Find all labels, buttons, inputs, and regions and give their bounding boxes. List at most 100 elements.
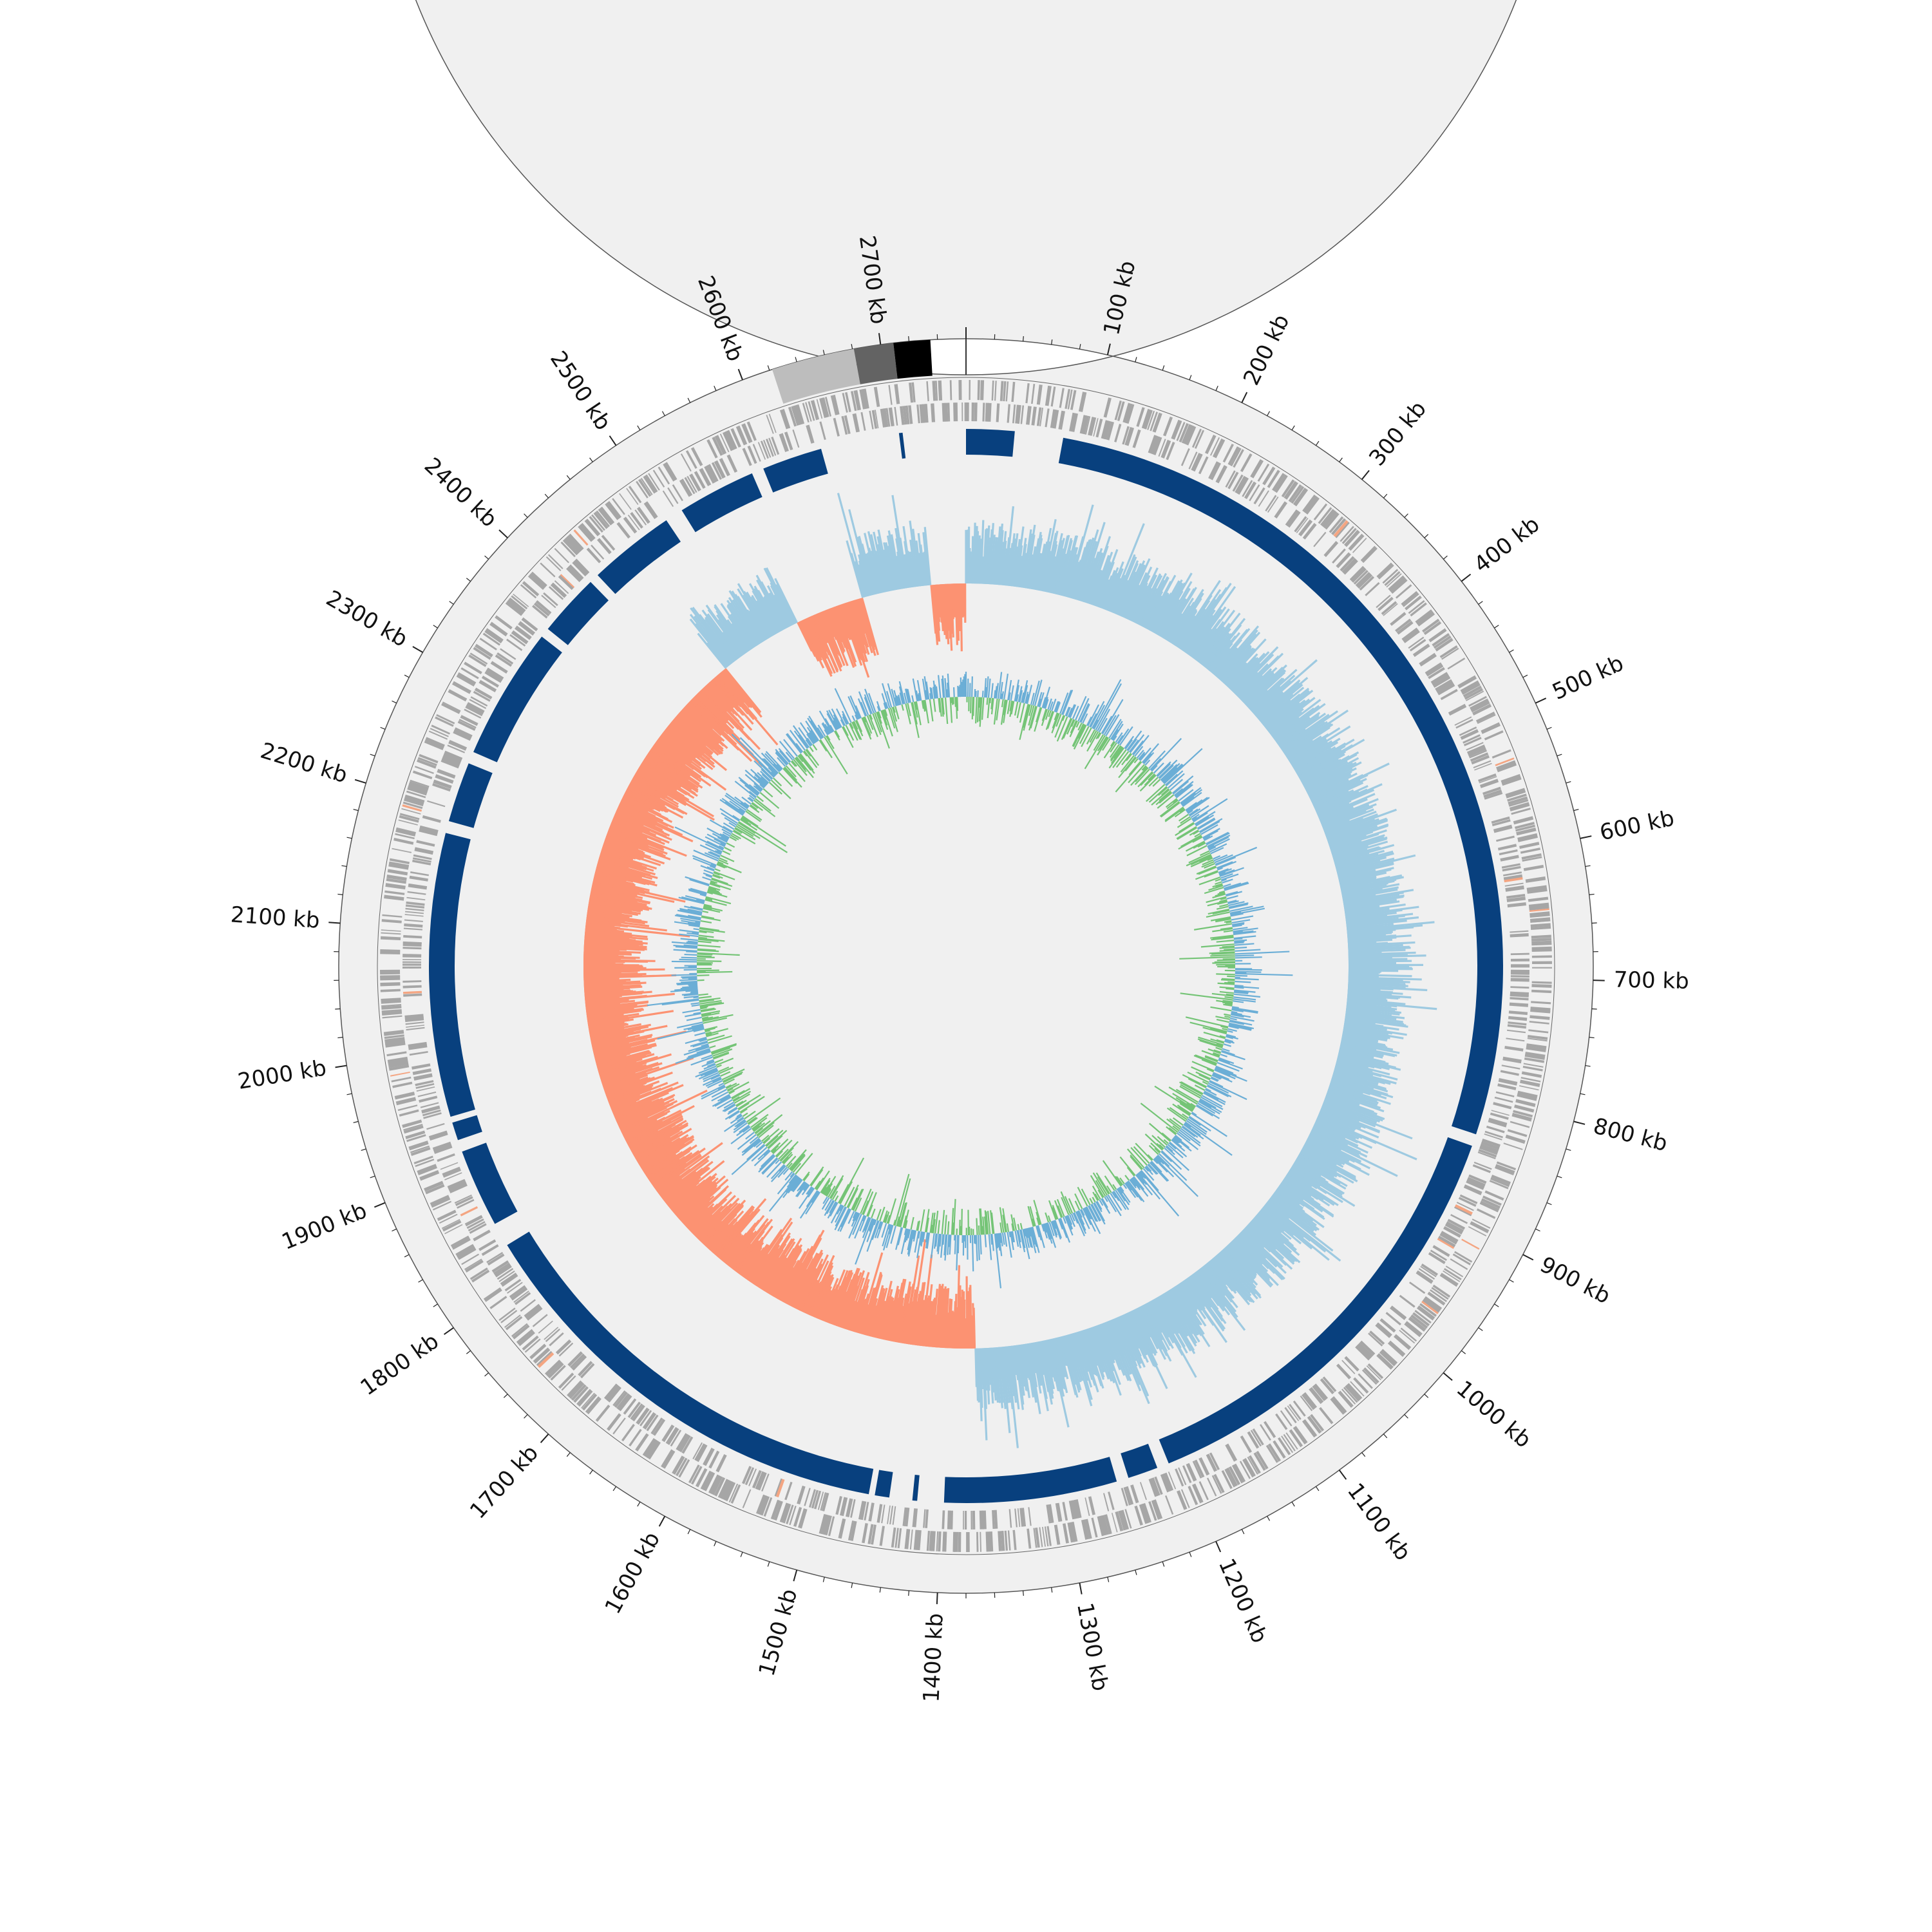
gene-feature xyxy=(744,1467,755,1486)
gc-content-bar xyxy=(1092,1197,1096,1203)
gene-feature xyxy=(757,1472,767,1491)
gene-feature xyxy=(405,1130,426,1139)
gc-content-bar xyxy=(1155,1155,1164,1165)
gene-feature xyxy=(489,1296,507,1309)
gc-content-bar xyxy=(1126,1181,1139,1198)
gc-content-bar xyxy=(1168,1086,1198,1105)
gene-feature xyxy=(905,405,910,424)
gene-feature xyxy=(987,402,992,422)
gc-content-bar xyxy=(1041,1224,1045,1232)
gc-content-bar xyxy=(1125,1182,1132,1191)
gene-feature xyxy=(1500,1070,1519,1076)
gene-feature xyxy=(706,439,718,459)
gene-feature xyxy=(1470,698,1490,711)
gene-feature xyxy=(1510,994,1529,998)
gene-feature xyxy=(392,848,412,853)
gc-content-bar xyxy=(1019,690,1023,703)
gene-feature xyxy=(1009,1509,1012,1528)
gene-feature xyxy=(402,985,422,989)
gene-feature xyxy=(1523,864,1544,871)
gene-feature xyxy=(1492,749,1511,759)
gene-feature xyxy=(1320,1378,1335,1395)
gc-content-bar xyxy=(936,1233,940,1252)
gc-content-bar xyxy=(1086,1206,1101,1235)
gene-feature xyxy=(1198,456,1209,475)
gene-feature xyxy=(755,1494,764,1514)
gc-content-bar xyxy=(1110,1193,1122,1211)
gc-content-bar xyxy=(1067,1215,1073,1226)
gene-feature xyxy=(538,1320,553,1334)
gene-feature xyxy=(524,1338,541,1353)
gene-feature xyxy=(1348,533,1365,551)
gc-content-bar xyxy=(1210,954,1235,957)
gc-content-bar xyxy=(907,1229,914,1255)
gene-feature xyxy=(457,1246,477,1260)
gene-feature xyxy=(1508,796,1528,805)
gene-feature xyxy=(1390,612,1406,626)
gene-feature xyxy=(468,1221,486,1232)
gene-feature xyxy=(1333,520,1350,538)
gc-content-bar xyxy=(1191,1112,1227,1137)
gene-feature xyxy=(402,963,422,966)
gene-feature xyxy=(1239,1461,1251,1479)
gene-feature xyxy=(687,475,697,493)
gene-feature xyxy=(779,1502,789,1523)
gene-feature xyxy=(797,1485,806,1505)
gene-feature xyxy=(419,1095,438,1103)
gene-feature xyxy=(666,1427,679,1445)
gc-content-bar xyxy=(1130,1155,1142,1171)
gc-content-bar xyxy=(1217,867,1223,871)
gene-feature xyxy=(489,621,508,637)
gc-content-bar xyxy=(1052,1204,1059,1220)
gc-content-bar xyxy=(1222,1001,1233,1005)
gene-feature xyxy=(1432,674,1450,687)
gene-feature xyxy=(421,1105,440,1114)
gc-content-bar xyxy=(1006,1223,1010,1232)
gene-feature xyxy=(1341,1388,1356,1405)
gc-content-bar xyxy=(1164,807,1185,822)
gene-feature xyxy=(384,1039,405,1045)
gc-content-bar xyxy=(1112,1184,1117,1190)
gene-feature xyxy=(473,1229,491,1242)
gc-content-bar xyxy=(1015,685,1020,702)
gc-content-bar xyxy=(1081,1188,1091,1206)
gc-content-bar xyxy=(1215,1016,1230,1020)
gc-content-bar xyxy=(1021,692,1025,703)
gene-feature xyxy=(392,1081,413,1088)
gc-content-bar xyxy=(1068,1214,1075,1227)
gc-content-bar xyxy=(1036,1226,1040,1238)
synteny-block-9 xyxy=(452,1115,482,1141)
gene-feature xyxy=(904,1529,911,1549)
gc-content-bar xyxy=(1218,1059,1243,1070)
gc-content-bar xyxy=(1102,738,1111,751)
gc-content-bar xyxy=(1026,1227,1032,1247)
gc-content-bar xyxy=(904,1228,909,1243)
gene-feature xyxy=(413,854,432,860)
gc-content-bar xyxy=(944,1234,948,1261)
gene-feature xyxy=(409,875,428,882)
gene-feature xyxy=(1235,475,1247,494)
gc-content-bar xyxy=(1211,1074,1221,1080)
gene-feature xyxy=(548,586,564,600)
gc-content-bar xyxy=(999,1222,1003,1233)
gc-content-bar xyxy=(1218,868,1232,875)
gene-feature xyxy=(1122,402,1132,423)
gene-feature xyxy=(484,629,503,644)
synteny-block-10 xyxy=(429,833,475,1117)
gc-content-bar xyxy=(990,683,994,698)
gene-feature xyxy=(996,403,1000,422)
gene-feature xyxy=(1410,1314,1428,1329)
gene-feature xyxy=(730,428,741,448)
gene-feature xyxy=(1227,471,1239,489)
gene-feature xyxy=(1152,412,1162,433)
gene-feature xyxy=(495,654,513,667)
gc-content-bar xyxy=(1118,1187,1123,1194)
gene-feature xyxy=(381,1003,402,1007)
gc-content-bar xyxy=(1219,904,1229,907)
gene-feature xyxy=(850,1520,857,1541)
gene-feature xyxy=(1250,459,1264,478)
gene-feature xyxy=(902,406,907,425)
gene-feature xyxy=(544,1359,560,1375)
gene-feature xyxy=(1212,438,1224,458)
gene-feature xyxy=(821,1492,829,1511)
